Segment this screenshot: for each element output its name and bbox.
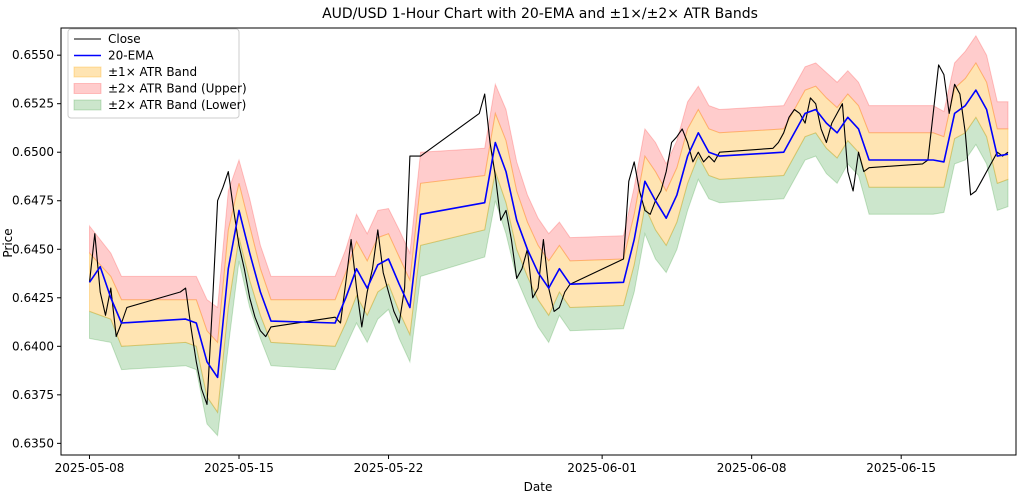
y-tick-label: 0.6350 — [12, 436, 54, 450]
y-tick-label: 0.6525 — [12, 97, 54, 111]
y-tick-label: 0.6550 — [12, 48, 54, 62]
atr-bands — [89, 34, 1009, 437]
x-tick-label: 2025-06-01 — [567, 461, 637, 475]
legend-label: ±2× ATR Band (Lower) — [108, 98, 246, 112]
x-axis: 2025-05-08 2025-05-15 2025-05-22 2025-06-01… — [55, 455, 936, 475]
x-tick-label: 2025-05-15 — [204, 461, 274, 475]
legend-label: ±1× ATR Band — [108, 65, 197, 79]
band-2x-lower — [89, 116, 1009, 437]
legend-swatch-patch — [73, 83, 102, 94]
band-2x-upper — [89, 34, 1009, 344]
price-lines — [88, 64, 1009, 406]
ema-line — [88, 89, 1009, 379]
y-tick-label: 0.6475 — [12, 194, 54, 208]
y-axis-title: Price — [1, 228, 15, 257]
y-tick-label: 0.6400 — [12, 339, 54, 353]
y-tick-label: 0.6425 — [12, 291, 54, 305]
y-axis: 0.6350 0.6375 0.6400 0.6425 0.6450 0.6475 0.65… — [12, 48, 61, 450]
x-axis-title: Date — [524, 480, 553, 494]
chart-title: AUD/USD 1-Hour Chart with 20-EMA and ±1×… — [322, 6, 758, 22]
legend-box — [67, 28, 240, 119]
legend-swatch-patch — [73, 99, 102, 111]
legend-label: ±2× ATR Band (Upper) — [108, 82, 247, 96]
x-tick-label: 2025-06-15 — [866, 461, 936, 475]
x-tick-label: 2025-05-22 — [354, 461, 424, 475]
legend-label: Close — [108, 32, 141, 46]
y-tick-label: 0.6450 — [12, 242, 54, 256]
legend-swatch-patch — [73, 66, 102, 78]
y-tick-label: 0.6375 — [12, 388, 54, 402]
band-1x — [89, 61, 1009, 414]
legend: Close 20-EMA ±1× ATR Band ±2× ATR Band (Upp… — [67, 28, 247, 119]
close-line — [88, 64, 1009, 406]
legend-label: 20-EMA — [108, 49, 155, 63]
y-tick-label: 0.6500 — [12, 145, 54, 159]
x-tick-label: 2025-06-08 — [717, 461, 787, 475]
plot-area-frame — [60, 27, 1017, 456]
x-tick-label: 2025-05-08 — [55, 461, 125, 475]
